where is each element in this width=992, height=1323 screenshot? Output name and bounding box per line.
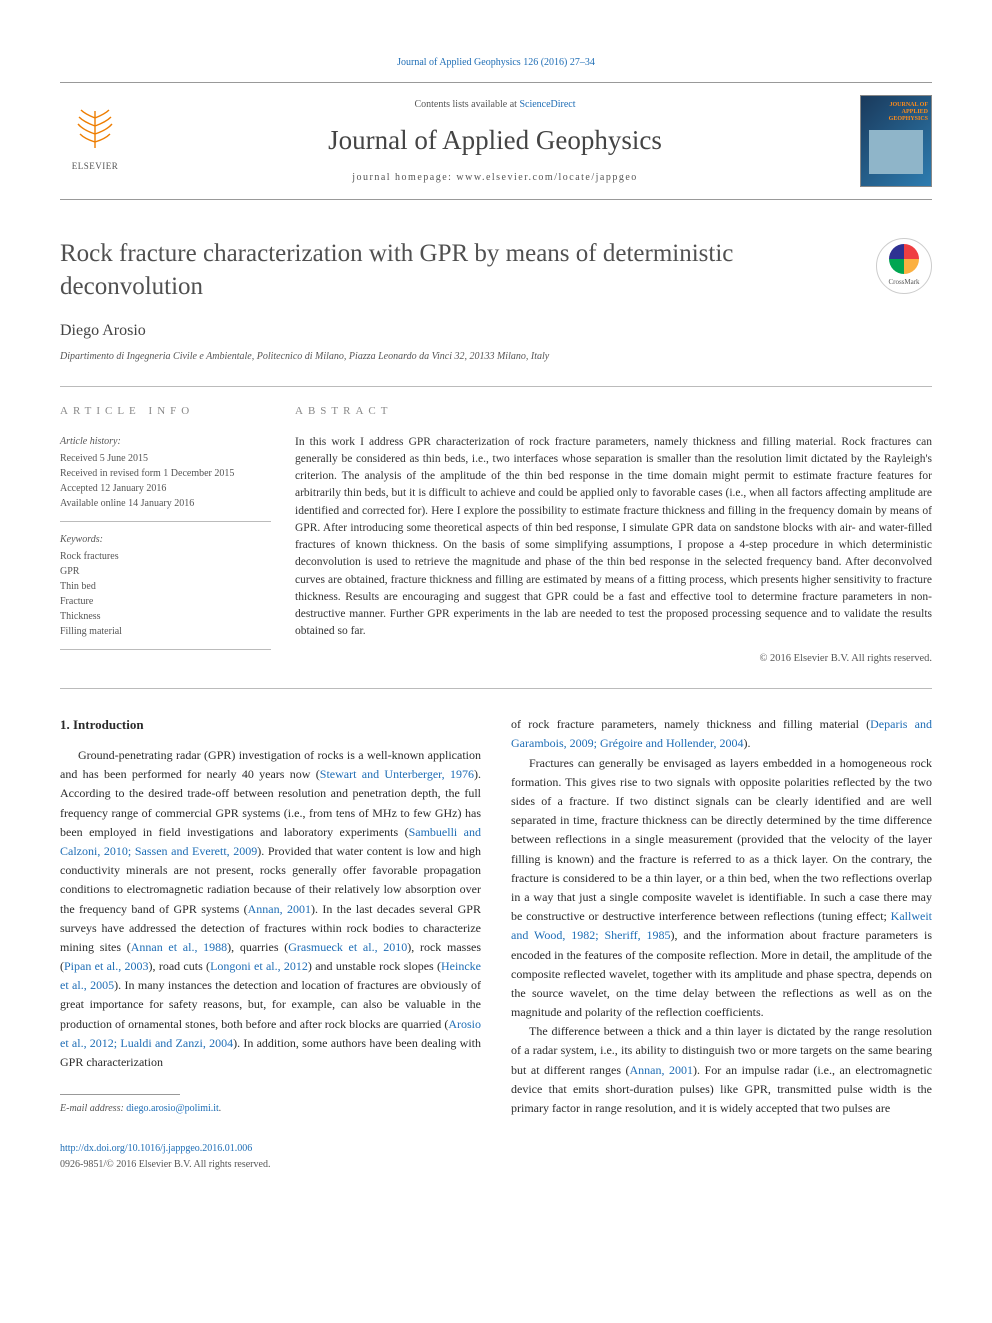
doi-block: http://dx.doi.org/10.1016/j.jappgeo.2016…: [60, 1141, 481, 1173]
body-paragraph: Fractures can generally be envisaged as …: [511, 754, 932, 1023]
citation-line: Journal of Applied Geophysics 126 (2016)…: [60, 55, 932, 70]
doi-link[interactable]: http://dx.doi.org/10.1016/j.jappgeo.2016…: [60, 1143, 252, 1154]
citation-link[interactable]: Annan, 2001: [248, 902, 311, 916]
body-columns: 1. Introduction Ground-penetrating radar…: [60, 715, 932, 1173]
crossmark-badge[interactable]: CrossMark: [876, 238, 932, 294]
body-column-left: 1. Introduction Ground-penetrating radar…: [60, 715, 481, 1173]
body-paragraph: The difference between a thick and a thi…: [511, 1022, 932, 1118]
publisher-logo: ELSEVIER: [60, 104, 130, 179]
keyword: Fracture: [60, 594, 271, 609]
cover-title: JOURNAL OF APPLIED GEOPHYSICS: [864, 102, 928, 124]
author-email-link[interactable]: diego.arosio@polimi.it: [126, 1103, 219, 1114]
online-date: Available online 14 January 2016: [60, 496, 271, 511]
citation-link[interactable]: Pipan et al., 2003: [64, 959, 149, 973]
abstract-text: In this work I address GPR characterizat…: [295, 434, 932, 641]
footnote-label: E-mail address:: [60, 1103, 126, 1114]
journal-name: Journal of Applied Geophysics: [130, 120, 860, 161]
footnote-separator: [60, 1094, 180, 1095]
citation-link[interactable]: Annan, 2001: [630, 1063, 694, 1077]
section-heading: 1. Introduction: [60, 715, 481, 736]
article-title: Rock fracture characterization with GPR …: [60, 238, 858, 303]
contents-prefix: Contents lists available at: [414, 99, 519, 110]
author-affiliation: Dipartimento di Ingegneria Civile e Ambi…: [60, 349, 932, 364]
keywords-label: Keywords:: [60, 532, 271, 547]
keyword: Filling material: [60, 624, 271, 639]
crossmark-icon: [889, 244, 919, 274]
keyword: Rock fractures: [60, 549, 271, 564]
received-date: Received 5 June 2015: [60, 451, 271, 466]
homepage-url: www.elsevier.com/locate/jappgeo: [456, 172, 637, 183]
keyword: Thickness: [60, 609, 271, 624]
citation-link[interactable]: Annan et al., 1988: [131, 940, 227, 954]
issn-copyright: 0926-9851/© 2016 Elsevier B.V. All right…: [60, 1159, 270, 1170]
body-paragraph: of rock fracture parameters, namely thic…: [511, 715, 932, 753]
sciencedirect-link[interactable]: ScienceDirect: [519, 99, 575, 110]
abstract-copyright: © 2016 Elsevier B.V. All rights reserved…: [295, 651, 932, 667]
article-history-label: Article history:: [60, 434, 271, 449]
abstract-column: abstract In this work I address GPR char…: [295, 403, 932, 666]
journal-homepage-line: journal homepage: www.elsevier.com/locat…: [130, 170, 860, 185]
article-info-column: article info Article history: Received 5…: [60, 403, 295, 666]
citation-link[interactable]: Grasmueck et al., 2010: [288, 940, 407, 954]
author-name: Diego Arosio: [60, 319, 932, 343]
article-info-heading: article info: [60, 403, 271, 420]
divider: [60, 386, 932, 387]
revised-date: Received in revised form 1 December 2015: [60, 466, 271, 481]
divider: [60, 688, 932, 689]
elsevier-tree-icon: [75, 108, 115, 157]
keyword: GPR: [60, 564, 271, 579]
publisher-name: ELSEVIER: [72, 160, 119, 174]
cover-image-placeholder: [869, 130, 923, 174]
journal-header: ELSEVIER Contents lists available at Sci…: [60, 82, 932, 200]
crossmark-label: CrossMark: [888, 277, 919, 288]
body-column-right: of rock fracture parameters, namely thic…: [511, 715, 932, 1173]
footnote: E-mail address: diego.arosio@polimi.it.: [60, 1101, 481, 1117]
body-paragraph: Ground-penetrating radar (GPR) investiga…: [60, 746, 481, 1072]
abstract-heading: abstract: [295, 403, 932, 420]
keyword: Thin bed: [60, 579, 271, 594]
accepted-date: Accepted 12 January 2016: [60, 481, 271, 496]
journal-cover-thumbnail: JOURNAL OF APPLIED GEOPHYSICS: [860, 95, 932, 187]
citation-link[interactable]: Stewart and Unterberger, 1976: [320, 767, 474, 781]
contents-list-line: Contents lists available at ScienceDirec…: [130, 97, 860, 112]
homepage-prefix: journal homepage:: [352, 172, 456, 183]
citation-link[interactable]: Longoni et al., 2012: [210, 959, 308, 973]
